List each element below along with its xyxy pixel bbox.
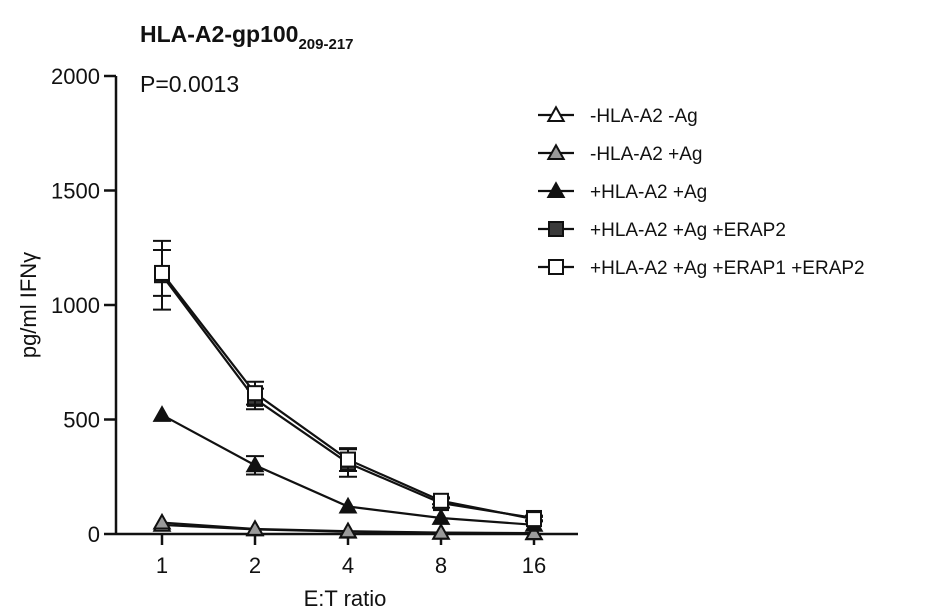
legend-label: +HLA-A2 +Ag <box>590 182 707 203</box>
legend-item: +HLA-A2 +Ag +ERAP1 +ERAP2 <box>538 258 865 279</box>
x-tick-label: 8 <box>435 553 447 578</box>
legend-item: -HLA-A2 -Ag <box>538 105 698 127</box>
series-line <box>161 274 535 520</box>
data-point <box>154 264 170 281</box>
data-point <box>247 385 263 402</box>
legend-marker <box>548 259 564 275</box>
legend-item: +HLA-A2 +Ag +ERAP2 <box>538 220 786 241</box>
legend-label: -HLA-A2 -Ag <box>590 106 698 127</box>
legend-marker <box>546 143 566 160</box>
legend-marker <box>546 105 566 122</box>
y-axis-ticks: 0 500 1000 1500 2000 <box>51 64 116 547</box>
legend: -HLA-A2 -Ag -HLA-A2 +Ag +HLA-A2 +Ag +HLA-A2… <box>538 105 865 279</box>
x-tick-label: 1 <box>156 553 168 578</box>
data-point <box>152 512 172 530</box>
data-point <box>431 522 451 540</box>
data-point <box>526 511 542 528</box>
series-line <box>161 272 535 521</box>
p-value-annotation: P=0.0013 <box>140 71 239 97</box>
y-tick-label: 1000 <box>51 293 100 318</box>
data-point <box>338 496 358 514</box>
series-4 <box>153 239 543 526</box>
data-point <box>245 455 265 473</box>
legend-marker <box>546 181 566 198</box>
y-tick-label: 0 <box>88 522 100 547</box>
chart-title: HLA-A2-gp100209-217 <box>140 21 354 53</box>
series-3 <box>152 405 544 532</box>
x-tick-label: 2 <box>249 553 261 578</box>
x-tick-label: 16 <box>522 553 546 578</box>
legend-marker <box>548 221 564 237</box>
data-series <box>152 239 544 541</box>
legend-label: -HLA-A2 +Ag <box>590 144 702 165</box>
x-tick-label: 4 <box>342 553 354 578</box>
y-axis-label: pg/ml IFNγ <box>16 252 41 358</box>
series-5 <box>153 249 543 528</box>
data-point <box>433 492 449 509</box>
data-point <box>524 523 544 541</box>
legend-item: +HLA-A2 +Ag <box>538 181 707 203</box>
data-point <box>340 451 356 468</box>
y-tick-label: 1500 <box>51 179 100 204</box>
data-point <box>338 521 358 539</box>
series-2 <box>152 512 544 541</box>
legend-item: -HLA-A2 +Ag <box>538 143 702 165</box>
legend-label: +HLA-A2 +Ag +ERAP2 <box>590 220 786 241</box>
y-tick-label: 2000 <box>51 64 100 89</box>
data-point <box>245 519 265 536</box>
data-point <box>431 508 451 525</box>
x-axis-ticks: 1 2 4 8 16 <box>156 534 546 578</box>
data-point <box>152 405 172 422</box>
x-axis-label: E:T ratio <box>304 586 387 611</box>
y-tick-label: 500 <box>63 408 100 433</box>
legend-label: +HLA-A2 +Ag +ERAP1 +ERAP2 <box>590 258 865 279</box>
